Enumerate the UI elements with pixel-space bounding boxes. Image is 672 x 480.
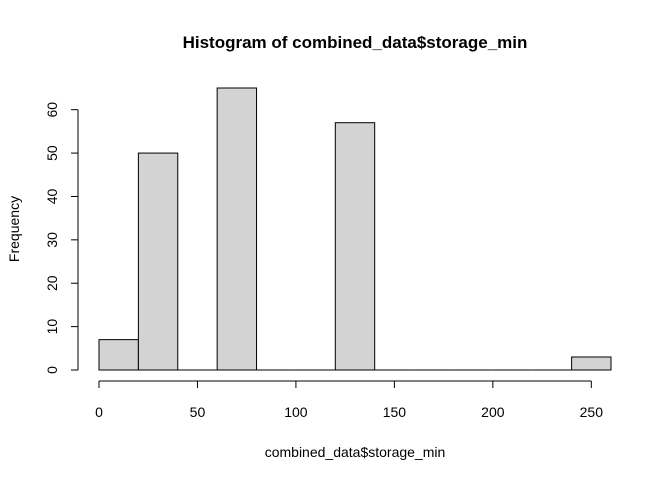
x-tick-label-50: 50 — [190, 404, 206, 420]
histogram-bar-3 — [216, 87, 258, 371]
y-axis-label: Frequency — [6, 196, 22, 262]
y-tick-label-0: 0 — [44, 366, 60, 374]
y-tick-label-60: 60 — [44, 102, 60, 118]
y-axis: 0 10 20 30 40 50 60 — [44, 102, 79, 374]
chart-title: Histogram of combined_data$storage_min — [183, 33, 528, 52]
histogram-bar-1 — [137, 152, 179, 371]
y-tick-label-20: 20 — [44, 275, 60, 291]
x-tick-label-150: 150 — [383, 404, 407, 420]
x-tick-label-250: 250 — [580, 404, 604, 420]
histogram-bar-6 — [334, 122, 376, 371]
histogram-bar-0 — [98, 339, 139, 371]
y-tick-label-30: 30 — [44, 232, 60, 248]
histogram-bar-12 — [571, 356, 612, 371]
y-tick-label-40: 40 — [44, 188, 60, 204]
y-tick-label-50: 50 — [44, 145, 60, 161]
x-axis-label: combined_data$storage_min — [265, 444, 446, 460]
x-tick-label-0: 0 — [95, 404, 103, 420]
y-tick-label-10: 10 — [44, 319, 60, 335]
x-tick-label-200: 200 — [481, 404, 505, 420]
bars-group — [98, 87, 612, 371]
x-axis: 0 50 100 150 200 250 — [95, 380, 604, 420]
x-tick-label-100: 100 — [284, 404, 308, 420]
